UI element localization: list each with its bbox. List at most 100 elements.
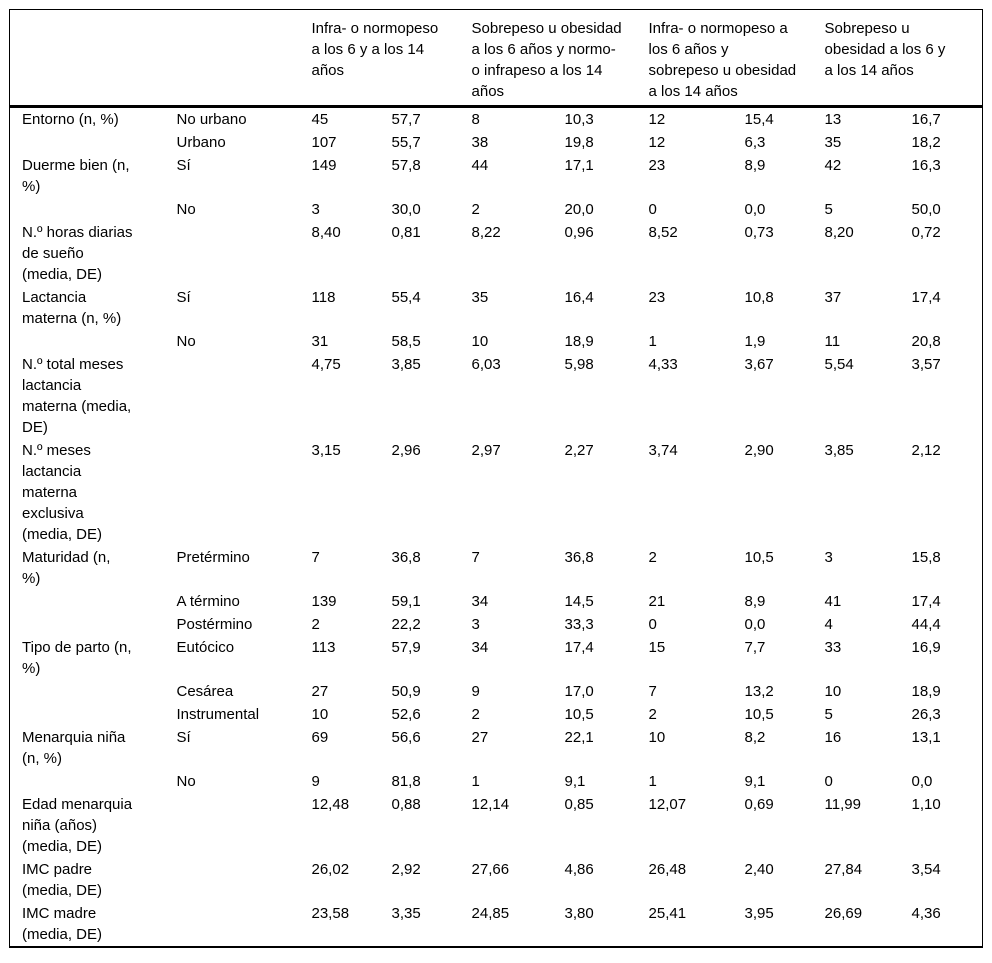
row-sublabel: Eutócico <box>176 639 235 656</box>
cell-value: 0 <box>824 773 833 790</box>
cell-value: 0 <box>648 616 657 633</box>
cell-value: 12,48 <box>311 796 350 813</box>
cell-value: 3,57 <box>911 356 941 373</box>
cell-value: 139 <box>311 593 337 610</box>
cell-value: 2,97 <box>471 442 501 459</box>
cell-value: 15,8 <box>911 549 941 566</box>
cell-value: 0,0 <box>744 616 766 633</box>
cell-value: 57,9 <box>391 639 421 656</box>
row-label <box>10 703 175 726</box>
table-row: Edad menarquia niña (años) (media, DE) 12… <box>10 793 983 858</box>
cell-value: 30,0 <box>391 201 421 218</box>
row-label: Edad menarquia niña (años) (media, DE) <box>10 793 175 858</box>
cell-value: 0,88 <box>391 796 421 813</box>
table-row: Duerme bien (n, %) Sí 149 57,8 44 17,1 23 8,9 42… <box>10 154 983 198</box>
table-row: N.º meses lactancia materna exclusiva (m… <box>10 439 983 546</box>
row-sublabel: No urbano <box>176 111 247 128</box>
cell-value: 10 <box>471 333 489 350</box>
row-label-text: Tipo de parto (n, %) <box>22 639 132 677</box>
cell-value: 5,54 <box>824 356 854 373</box>
cell-value: 33 <box>824 639 842 656</box>
column-group-header-3-text: Infra- o normopeso a los 6 años y sobrep… <box>648 20 797 100</box>
cell-value: 58,5 <box>391 333 421 350</box>
cell-value: 107 <box>311 134 337 151</box>
row-label: Menarquia niña (n, %) <box>10 726 175 770</box>
cell-value: 1 <box>471 773 480 790</box>
row-sublabel: Sí <box>176 729 191 746</box>
cell-value: 24,85 <box>471 905 510 922</box>
cell-value: 13 <box>824 111 842 128</box>
row-sublabel: Postérmino <box>176 616 253 633</box>
row-sublabel: No <box>176 773 196 790</box>
row-label-text: Edad menarquia niña (años) (media, DE) <box>22 796 133 855</box>
cell-value: 50,9 <box>391 683 421 700</box>
header-empty-cell <box>9 9 310 108</box>
cell-value: 17,1 <box>564 157 594 174</box>
cell-value: 17,4 <box>911 593 941 610</box>
table-row: No 3 30,0 2 20,0 0 0,0 5 50,0 <box>10 198 983 221</box>
row-sublabel <box>175 221 310 286</box>
cell-value: 50,0 <box>911 201 941 218</box>
cell-value: 34 <box>471 593 489 610</box>
cell-value: 3 <box>311 201 320 218</box>
cell-value: 2,27 <box>564 442 594 459</box>
cell-value: 0,0 <box>911 773 933 790</box>
row-label: Tipo de parto (n, %) <box>10 636 175 680</box>
cell-value: 10 <box>311 706 329 723</box>
cell-value: 14,5 <box>564 593 594 610</box>
cell-value: 8,9 <box>744 593 766 610</box>
cell-value: 26,48 <box>648 861 687 878</box>
cell-value: 1 <box>648 773 657 790</box>
row-sublabel <box>175 902 310 947</box>
cell-value: 4 <box>824 616 833 633</box>
cell-value: 55,4 <box>391 289 421 306</box>
cell-value: 5,98 <box>564 356 594 373</box>
cell-value: 0,81 <box>391 224 421 241</box>
cell-value: 26,02 <box>311 861 350 878</box>
cell-value: 26,3 <box>911 706 941 723</box>
cell-value: 0 <box>648 201 657 218</box>
cell-value: 23 <box>648 289 666 306</box>
cell-value: 22,1 <box>564 729 594 746</box>
cell-value: 113 <box>311 639 336 656</box>
row-sublabel <box>175 439 310 546</box>
cell-value: 2 <box>648 549 657 566</box>
cell-value: 2,90 <box>744 442 774 459</box>
cell-value: 4,33 <box>648 356 678 373</box>
cell-value: 9,1 <box>744 773 766 790</box>
cell-value: 23 <box>648 157 666 174</box>
row-label <box>10 590 175 613</box>
row-sublabel: Cesárea <box>176 683 234 700</box>
cell-value: 44,4 <box>911 616 941 633</box>
row-label <box>10 198 175 221</box>
cell-value: 27,84 <box>824 861 863 878</box>
cell-value: 15 <box>648 639 666 656</box>
cell-value: 4,36 <box>911 905 941 922</box>
row-label-text: N.º horas diarias de sueño (media, DE) <box>22 224 133 283</box>
cell-value: 149 <box>311 157 337 174</box>
cell-value: 8 <box>471 111 480 128</box>
column-group-header-4: Sobrepeso u obesidad a los 6 y a los 14 … <box>822 9 983 108</box>
cell-value: 16,4 <box>564 289 594 306</box>
cell-value: 9 <box>471 683 480 700</box>
row-sublabel: Pretérmino <box>176 549 250 566</box>
cell-value: 0,85 <box>564 796 594 813</box>
cell-value: 27 <box>471 729 489 746</box>
cell-value: 4,86 <box>564 861 594 878</box>
cell-value: 34 <box>471 639 489 656</box>
cell-value: 5 <box>824 201 833 218</box>
cell-value: 22,2 <box>391 616 421 633</box>
cell-value: 69 <box>311 729 329 746</box>
cell-value: 23,58 <box>311 905 350 922</box>
cell-value: 59,1 <box>391 593 421 610</box>
cell-value: 11,99 <box>824 796 861 813</box>
cell-value: 3 <box>824 549 833 566</box>
cell-value: 20,8 <box>911 333 941 350</box>
cell-value: 12,14 <box>471 796 510 813</box>
cell-value: 7,7 <box>744 639 766 656</box>
cell-value: 10,3 <box>564 111 594 128</box>
table-row: Entorno (n, %) No urbano 45 57,7 8 10,3 12 15,4… <box>10 107 983 132</box>
row-sublabel: Instrumental <box>176 706 260 723</box>
row-label: IMC madre (media, DE) <box>10 902 175 947</box>
